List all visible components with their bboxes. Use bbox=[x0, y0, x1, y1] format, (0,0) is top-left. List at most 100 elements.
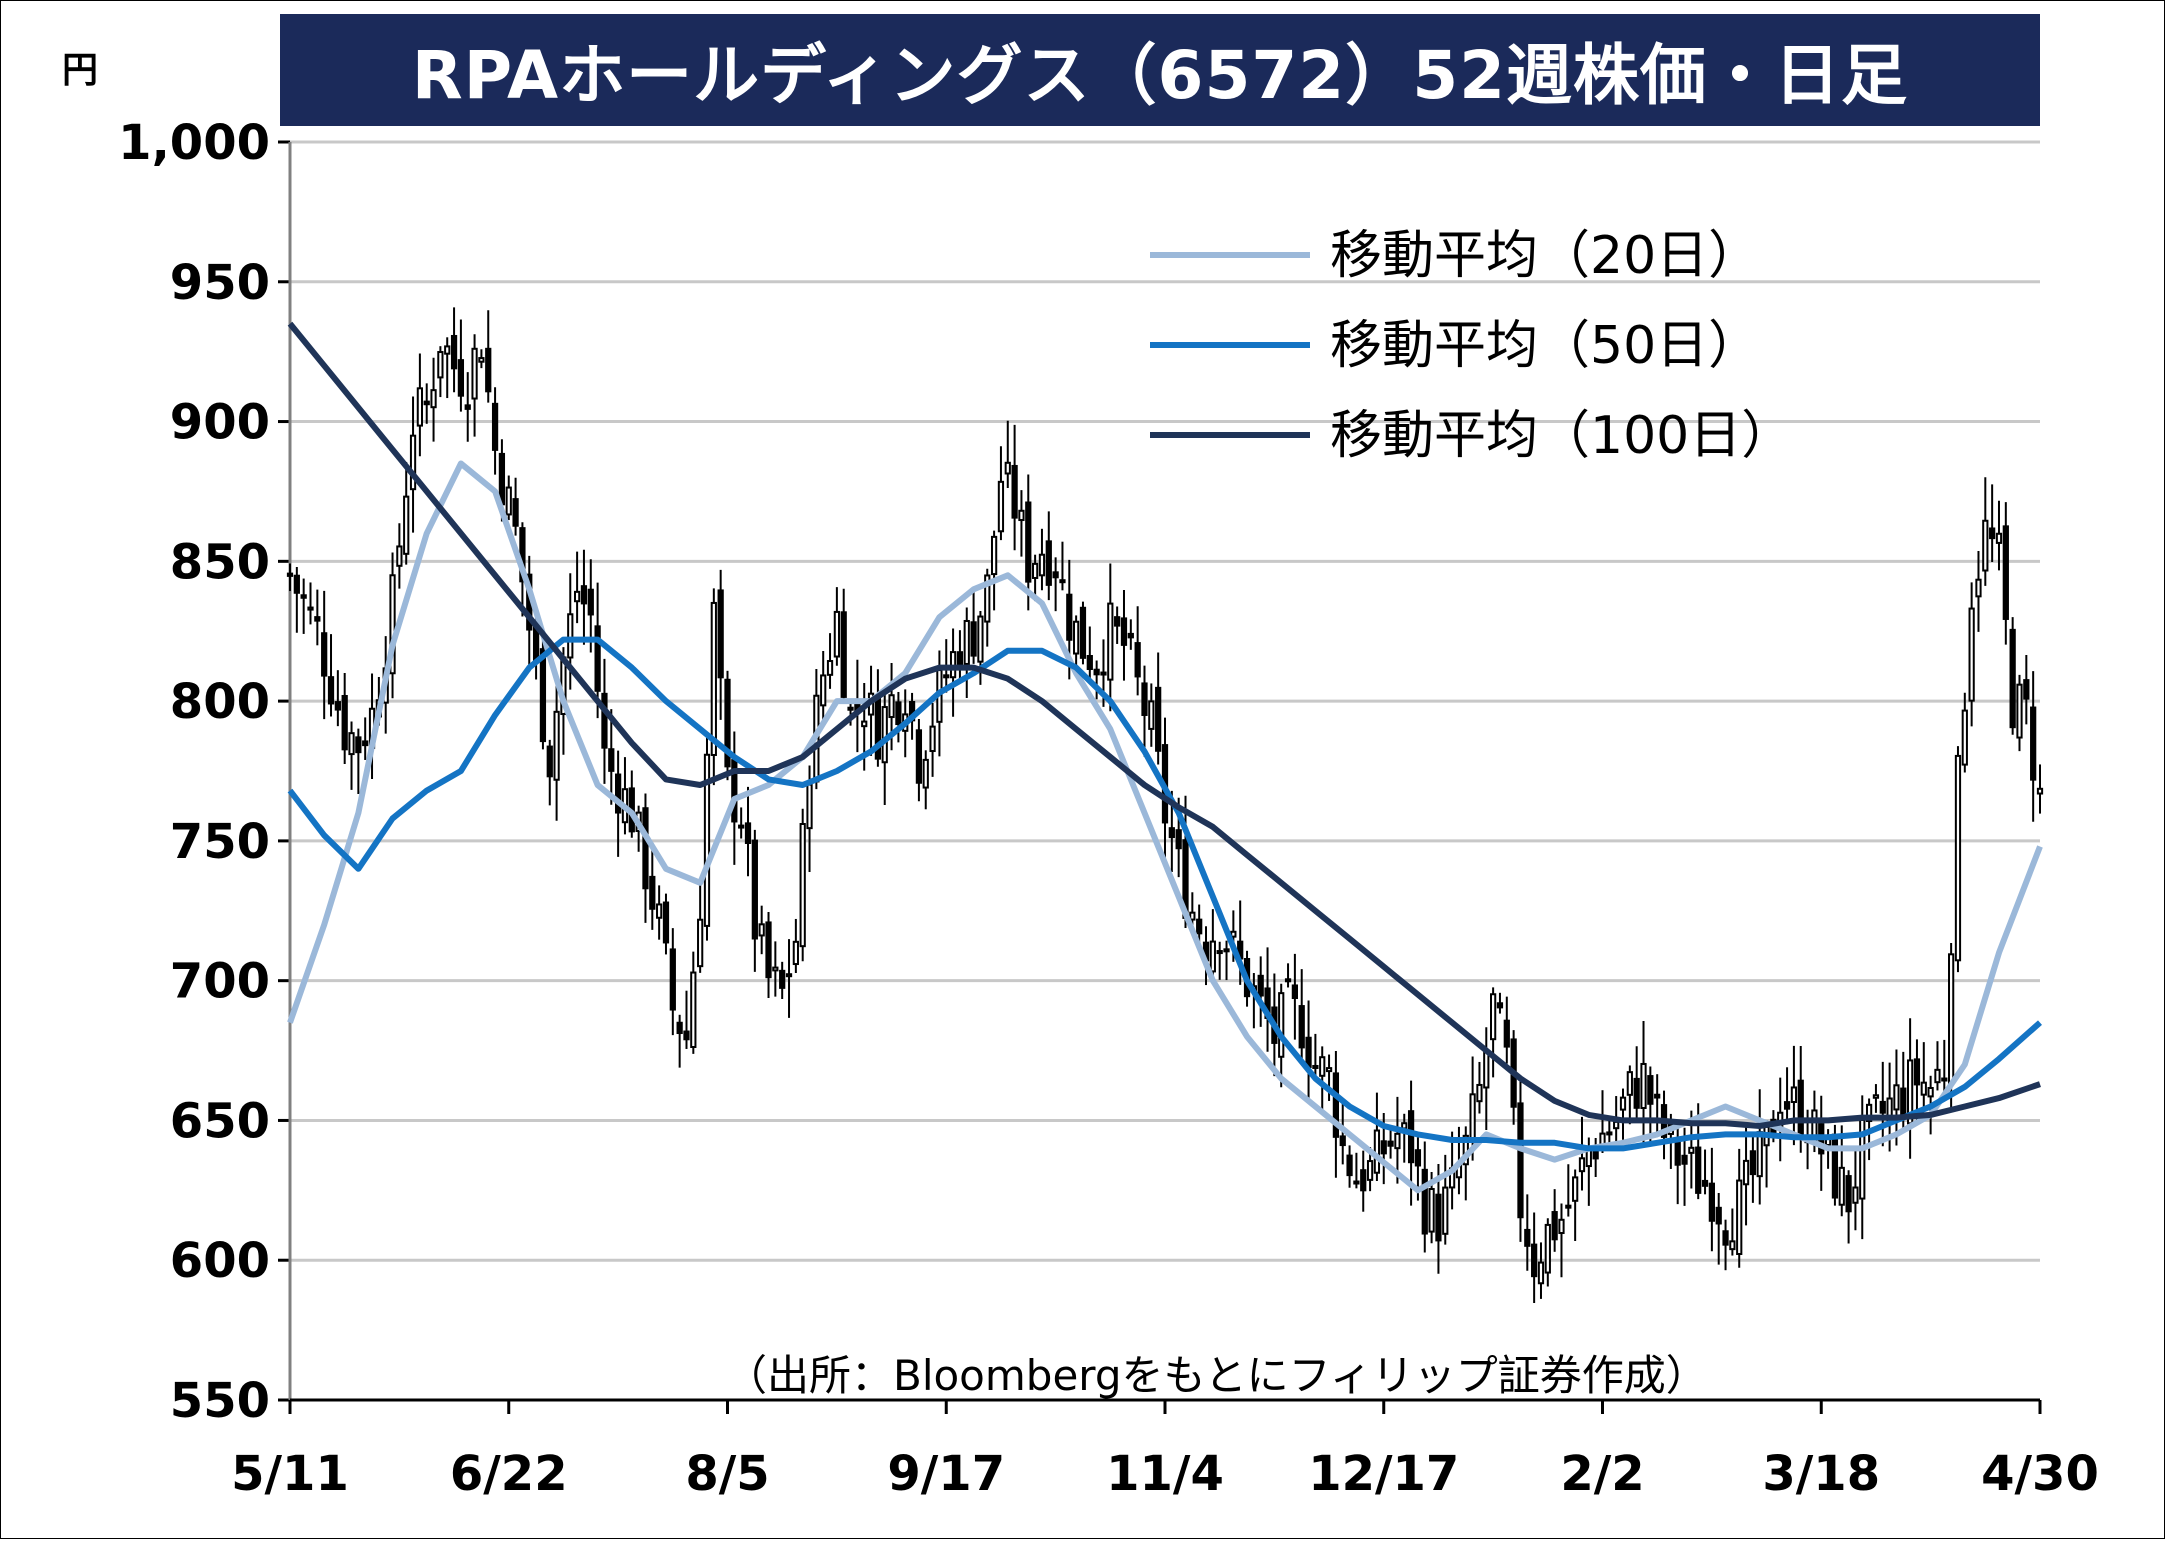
candle-body bbox=[1066, 593, 1073, 641]
candle-body bbox=[1537, 1261, 1545, 1285]
x-tick-label: 4/30 bbox=[1981, 1446, 2099, 1502]
candle-body bbox=[580, 585, 588, 605]
candle-body bbox=[1428, 1188, 1435, 1233]
candle-body bbox=[1394, 1132, 1401, 1150]
candle-body bbox=[990, 535, 998, 576]
chart-title: RPAホールディングス（6572）52週株価・日足 bbox=[411, 37, 1909, 114]
candle-body bbox=[512, 498, 519, 527]
x-tick-label: 11/4 bbox=[1106, 1446, 1224, 1502]
x-tick-label: 6/22 bbox=[450, 1446, 568, 1502]
candle-body bbox=[1476, 1083, 1483, 1103]
candle-body bbox=[1558, 1218, 1565, 1235]
candle-body bbox=[1640, 1062, 1647, 1110]
candle-body bbox=[1845, 1175, 1852, 1213]
candle-body bbox=[293, 574, 300, 594]
candle-body bbox=[1107, 602, 1114, 681]
candle-body bbox=[683, 1030, 690, 1041]
candle-body bbox=[2016, 683, 2023, 739]
candle-body bbox=[1496, 1002, 1504, 1009]
candle-body bbox=[471, 347, 478, 400]
candle-body bbox=[553, 710, 560, 781]
y-tick-label: 700 bbox=[170, 954, 270, 1010]
candle-body bbox=[464, 404, 471, 410]
candle-body bbox=[1852, 1186, 1859, 1204]
candle-body bbox=[717, 589, 724, 679]
candle-body bbox=[1278, 992, 1285, 1058]
candle-body bbox=[1387, 1140, 1394, 1147]
candle-body bbox=[2030, 706, 2037, 781]
gridlines bbox=[278, 140, 2040, 1402]
candle-body bbox=[963, 619, 970, 665]
candle-body bbox=[915, 729, 923, 784]
candle-body bbox=[1688, 1146, 1695, 1154]
candle-body bbox=[833, 610, 840, 658]
candle-body bbox=[1708, 1182, 1715, 1222]
candle-body bbox=[1900, 1087, 1907, 1116]
candle-body bbox=[341, 694, 348, 751]
candle-body bbox=[1715, 1206, 1722, 1225]
candle-body bbox=[1790, 1086, 1798, 1104]
candle-body bbox=[1592, 1150, 1599, 1160]
candle-body bbox=[389, 574, 396, 675]
candle-body bbox=[423, 400, 430, 406]
candle-body bbox=[1059, 579, 1066, 584]
candle-body bbox=[450, 334, 458, 370]
candle-body bbox=[1572, 1176, 1579, 1202]
x-tick-label: 12/17 bbox=[1308, 1446, 1459, 1502]
candle-body bbox=[1073, 620, 1080, 655]
y-tick-label: 1,000 bbox=[118, 115, 270, 171]
candle-body bbox=[1209, 940, 1216, 973]
candle-body bbox=[1196, 918, 1203, 935]
candle-body bbox=[396, 545, 403, 567]
candle-body bbox=[1626, 1071, 1633, 1096]
candle-body bbox=[1360, 1169, 1367, 1192]
candle-body bbox=[437, 351, 444, 379]
candle-body bbox=[997, 480, 1005, 533]
candle-body bbox=[1216, 950, 1223, 955]
candle-body bbox=[1606, 1131, 1613, 1136]
candle-body bbox=[1366, 1160, 1374, 1181]
candle-body bbox=[2036, 787, 2044, 795]
candle-body bbox=[785, 973, 793, 978]
candle-body bbox=[1920, 1081, 1927, 1096]
candle-body bbox=[840, 611, 847, 698]
candle-body bbox=[1681, 1154, 1688, 1165]
y-tick-label: 800 bbox=[170, 674, 270, 730]
legend-label-ma20: 移動平均（20日） bbox=[1330, 226, 1760, 286]
candle-body bbox=[1312, 1064, 1319, 1069]
y-tick-labels: 550 600 650 700 750 800 850 900 950 1,000 bbox=[118, 115, 270, 1429]
candle-body bbox=[1298, 1005, 1305, 1049]
candle-body bbox=[1004, 461, 1011, 475]
candle-body bbox=[1968, 607, 1975, 702]
candle-body bbox=[1551, 1211, 1558, 1241]
candle-body bbox=[1414, 1149, 1422, 1167]
candle-body bbox=[286, 572, 294, 577]
candle-body bbox=[656, 903, 663, 919]
candle-body bbox=[744, 822, 752, 844]
unit-label: 円 bbox=[62, 50, 98, 91]
candle-body bbox=[1141, 682, 1148, 716]
candle-body bbox=[573, 590, 581, 603]
candle-body bbox=[1565, 1204, 1572, 1209]
moving-average-lines bbox=[287, 321, 2043, 1194]
candle-body bbox=[970, 621, 977, 657]
legend-label-ma50: 移動平均（50日） bbox=[1330, 316, 1760, 376]
y-tick-label: 850 bbox=[170, 534, 270, 590]
candle-body bbox=[765, 921, 772, 979]
candle-body bbox=[608, 748, 615, 772]
candle-body bbox=[1517, 1102, 1524, 1219]
source-note: （出所：Bloombergをもとにフィリップ証券作成） bbox=[725, 1351, 1708, 1400]
candle-body bbox=[1380, 1140, 1387, 1155]
series-line-ma100 bbox=[287, 321, 2041, 1129]
candle-body bbox=[1975, 578, 1982, 598]
candle-body bbox=[1524, 1228, 1531, 1247]
candle-body bbox=[1995, 532, 2003, 544]
candle-body bbox=[615, 773, 622, 814]
candle-body bbox=[751, 839, 758, 940]
candle-body bbox=[1749, 1150, 1757, 1176]
candle-body bbox=[703, 753, 711, 927]
candle-body bbox=[1989, 527, 1996, 540]
candle-body bbox=[1544, 1223, 1551, 1274]
candle-body bbox=[1127, 632, 1134, 639]
